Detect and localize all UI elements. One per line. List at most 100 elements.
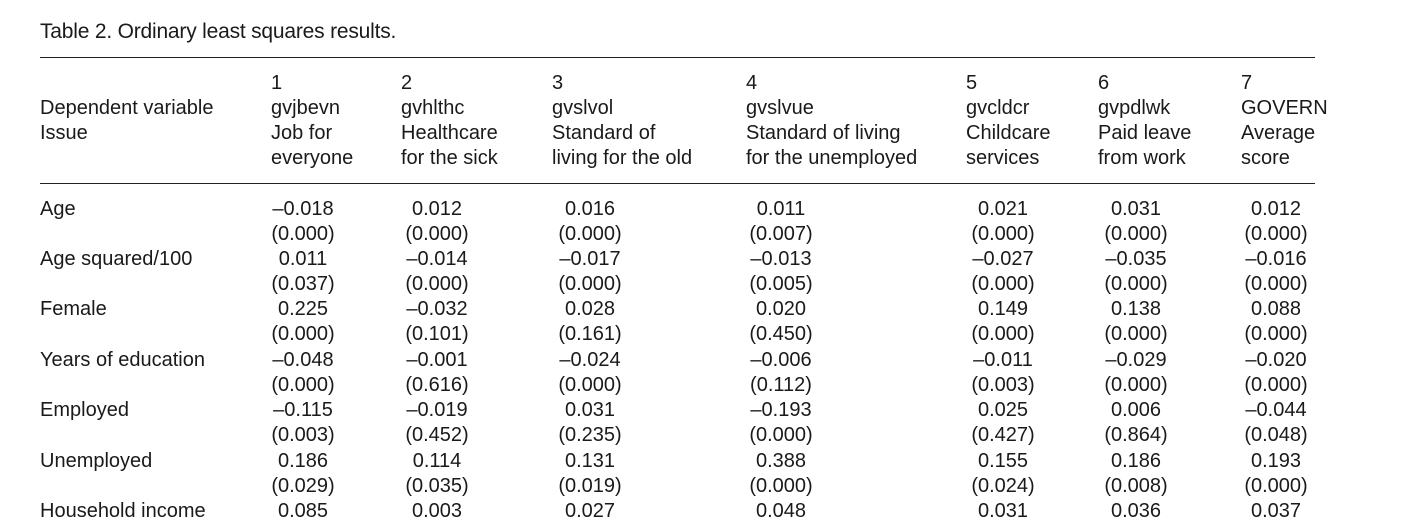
column-variable: gvslvol (552, 97, 614, 119)
table-cell: 0.131 (0.019) (540, 449, 640, 499)
table-cell: –0.020 (0.000) (1226, 348, 1326, 398)
p-value: (0.101) (405, 323, 469, 345)
table-cell: 0.012 (0.000) (1226, 197, 1326, 247)
header-left-labels: Dependent variable Issue (40, 96, 213, 146)
table-cell: –0.019 (0.452) (387, 398, 487, 448)
table-cell: –0.193 (0.000) (731, 398, 831, 448)
table-cell: 0.025 (0.427) (953, 398, 1053, 448)
coefficient-value: –0.027 (972, 248, 1034, 270)
table-cell: –0.029 (0.000) (1086, 348, 1186, 398)
coefficient-value: 0.186 (1110, 450, 1162, 472)
coefficient-value: 0.036 (1110, 500, 1162, 522)
row-label: Employed (40, 399, 129, 421)
p-value: (0.616) (405, 374, 469, 396)
p-value: (0.000) (1244, 223, 1308, 245)
column-header-2: 2 gvhlthc Healthcare for the sick (401, 71, 498, 171)
p-value: (0.037) (271, 273, 335, 295)
table-cell: –0.115 (0.003) (253, 398, 353, 448)
coefficient-value: –0.019 (406, 399, 468, 421)
column-header-4: 4 gvslvue Standard of living for the unempl… (746, 71, 917, 171)
table-cell: 0.037 (1226, 499, 1326, 524)
coefficient-value: 0.020 (755, 298, 807, 320)
coefficient-value: –0.011 (973, 349, 1033, 371)
table-cell: –0.032 (0.101) (387, 297, 487, 347)
p-value: (0.000) (271, 323, 335, 345)
column-issue-line-2: score (1241, 147, 1290, 169)
table-cell: 0.085 (253, 499, 353, 524)
table-cell: 0.138 (0.000) (1086, 297, 1186, 347)
coefficient-value: 0.025 (977, 399, 1029, 421)
coefficient-value: –0.024 (559, 349, 621, 371)
column-header-5: 5 gvcldcr Childcare services (966, 71, 1050, 171)
coefficient-value: 0.155 (977, 450, 1029, 472)
table-cell: 0.186 (0.029) (253, 449, 353, 499)
table-cell: 0.031 (953, 499, 1053, 524)
p-value: (0.000) (971, 223, 1035, 245)
p-value: (0.452) (405, 424, 469, 446)
coefficient-value: 0.388 (755, 450, 807, 472)
p-value: (0.000) (405, 223, 469, 245)
column-issue-line-2: for the sick (401, 147, 498, 169)
p-value: (0.000) (405, 273, 469, 295)
table-cell: –0.013 (0.005) (731, 247, 831, 297)
header-rule (40, 183, 1315, 184)
table-cell: –0.044 (0.048) (1226, 398, 1326, 448)
coefficient-value: –0.035 (1105, 248, 1167, 270)
table-cell: –0.014 (0.000) (387, 247, 487, 297)
column-variable: gvjbevn (271, 97, 340, 119)
column-issue-line-2: everyone (271, 147, 354, 169)
header-issue: Issue (40, 122, 88, 144)
coefficient-value: 0.003 (411, 500, 463, 522)
table-cell: –0.018 (0.000) (253, 197, 353, 247)
p-value: (0.000) (971, 323, 1035, 345)
table-cell: –0.011 (0.003) (953, 348, 1053, 398)
coefficient-value: –0.001 (406, 349, 468, 371)
coefficient-value: –0.013 (750, 248, 812, 270)
p-value: (0.427) (971, 424, 1035, 446)
table-cell: 0.027 (540, 499, 640, 524)
coefficient-value: 0.011 (756, 198, 806, 220)
column-number: 5 (966, 72, 978, 94)
coefficient-value: –0.032 (406, 298, 468, 320)
table-caption: Table 2. Ordinary least squares results. (40, 20, 397, 43)
coefficient-value: 0.031 (977, 500, 1029, 522)
coefficient-value: 0.028 (564, 298, 616, 320)
table-cell: 0.031 (0.235) (540, 398, 640, 448)
p-value: (0.003) (971, 374, 1035, 396)
row-label: Female (40, 298, 107, 320)
coefficient-value: –0.014 (406, 248, 468, 270)
table-cell: 0.048 (731, 499, 831, 524)
table-cell: 0.012 (0.000) (387, 197, 487, 247)
coefficient-value: 0.149 (977, 298, 1029, 320)
p-value: (0.035) (405, 475, 469, 497)
header-dependent-variable: Dependent variable (40, 97, 214, 119)
coefficient-value: –0.044 (1245, 399, 1307, 421)
table-cell: –0.024 (0.000) (540, 348, 640, 398)
p-value: (0.000) (749, 475, 813, 497)
table-cell: 0.149 (0.000) (953, 297, 1053, 347)
p-value: (0.000) (271, 374, 335, 396)
table-cell: 0.088 (0.000) (1226, 297, 1326, 347)
coefficient-value: 0.138 (1110, 298, 1162, 320)
p-value: (0.000) (971, 273, 1035, 295)
column-issue-line-1: Childcare (966, 122, 1051, 144)
p-value: (0.000) (1104, 374, 1168, 396)
table-cell: 0.006 (0.864) (1086, 398, 1186, 448)
coefficient-value: 0.186 (277, 450, 329, 472)
coefficient-value: 0.021 (977, 198, 1029, 220)
table-cell: –0.035 (0.000) (1086, 247, 1186, 297)
p-value: (0.000) (1104, 273, 1168, 295)
coefficient-value: –0.020 (1245, 349, 1307, 371)
table-cell: –0.006 (0.112) (731, 348, 831, 398)
column-number: 3 (552, 72, 564, 94)
p-value: (0.007) (749, 223, 813, 245)
p-value: (0.000) (1104, 323, 1168, 345)
column-number: 2 (401, 72, 413, 94)
table-cell: –0.017 (0.000) (540, 247, 640, 297)
table-cell: –0.027 (0.000) (953, 247, 1053, 297)
column-issue-line-2: living for the old (552, 147, 693, 169)
column-variable: gvhlthc (401, 97, 465, 119)
column-issue-line-2: services (966, 147, 1040, 169)
coefficient-value: 0.225 (277, 298, 329, 320)
table-cell: 0.388 (0.000) (731, 449, 831, 499)
